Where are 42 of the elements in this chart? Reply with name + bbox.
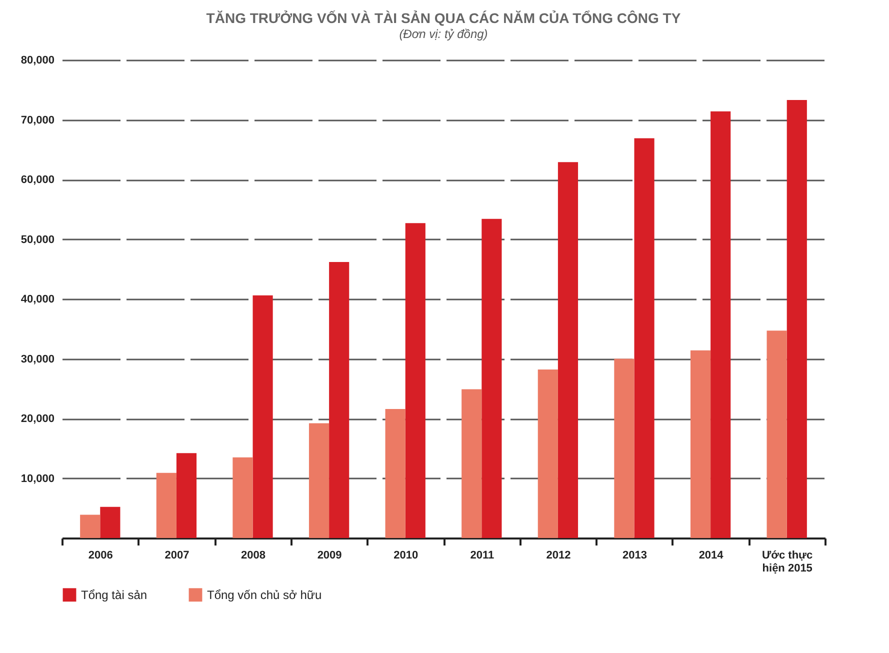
bar [482, 218, 502, 538]
y-tick-label: 50,000 [20, 234, 54, 246]
x-tick-label: 2014 [698, 550, 724, 562]
bar [100, 506, 120, 538]
bar [156, 472, 176, 538]
x-tick-label: 2009 [317, 550, 342, 562]
y-tick-label: 20,000 [20, 413, 54, 425]
bar [176, 453, 197, 538]
bar [252, 295, 273, 538]
y-tick-label: 60,000 [20, 174, 54, 186]
x-tick-label: 2010 [394, 550, 418, 562]
bar [308, 423, 330, 538]
x-tick-label: 2013 [622, 550, 647, 562]
x-tick-label: 2007 [164, 550, 190, 562]
chart-title: TĂNG TRƯỞNG VỐN VÀ TÀI SẢN QUA CÁC NĂM CỦA TỔNG CÔNG TY [206, 10, 682, 26]
bar [786, 100, 807, 538]
y-tick-label: 10,000 [20, 472, 54, 485]
bar [462, 389, 482, 538]
y-tick-label: 80,000 [20, 54, 54, 66]
bar [690, 350, 711, 538]
x-tick-label: 2012 [546, 550, 571, 562]
bar [614, 358, 634, 538]
bar [710, 111, 731, 538]
bar [405, 223, 426, 538]
bar [232, 457, 253, 538]
x-tick-label: Ước thực hiện 2015 [762, 550, 813, 574]
y-tick-label: 30,000 [20, 353, 54, 366]
bar [329, 262, 350, 538]
y-tick-label: 40,000 [20, 294, 54, 306]
x-tick-label: 2008 [241, 550, 266, 562]
bar [766, 330, 787, 538]
legend-label: Tổng tài sản [81, 588, 148, 602]
bar [385, 408, 406, 538]
chart-subtitle: (Đơn vị: tỷ đồng) [399, 27, 488, 41]
bar [80, 514, 100, 538]
x-tick-label: 2011 [470, 550, 494, 562]
legend-label: Tổng vốn chủ sở hữu [207, 588, 322, 602]
bar [634, 138, 654, 538]
bar [538, 370, 558, 538]
x-tick-label: 2006 [88, 550, 113, 562]
y-tick-label: 70,000 [20, 114, 54, 126]
bar [558, 162, 578, 538]
